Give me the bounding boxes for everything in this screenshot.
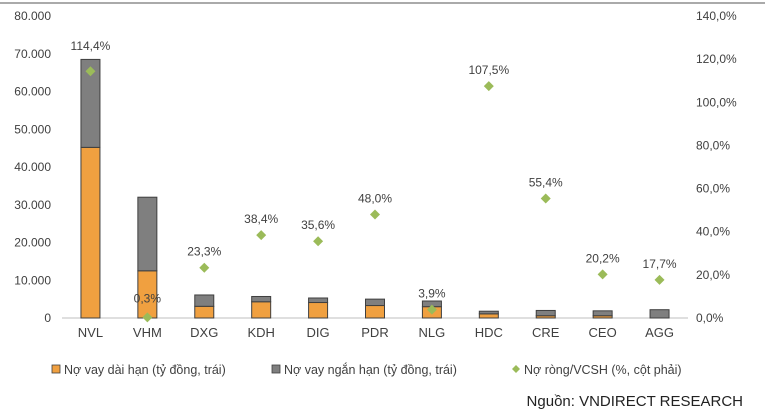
data-label: 23,3% <box>187 245 221 259</box>
right-axis-tick-label: 140,0% <box>696 9 737 23</box>
bar-long-term-debt <box>365 305 385 319</box>
right-axis-tick-label: 120,0% <box>696 52 737 66</box>
net-debt-equity-marker <box>142 312 153 323</box>
legend-swatch <box>51 364 61 374</box>
data-label: 17,7% <box>643 257 677 271</box>
net-debt-equity-marker <box>426 304 437 315</box>
data-label: 107,5% <box>468 63 509 77</box>
right-axis-tick-label: 100,0% <box>696 95 737 109</box>
category-label: DXG <box>190 325 218 340</box>
left-axis-tick-label: 10.000 <box>14 273 51 287</box>
category-label: DIG <box>307 325 330 340</box>
left-axis-tick-label: 60.000 <box>14 85 51 99</box>
bar-short-term-debt <box>365 298 385 307</box>
data-label: 3,9% <box>418 287 446 301</box>
bar-long-term-debt <box>478 313 499 319</box>
data-label: 114,4% <box>71 39 111 53</box>
net-debt-equity-marker <box>540 193 551 204</box>
left-axis-tick-label: 40.000 <box>14 160 51 174</box>
left-axis-tick-label: 20.000 <box>14 236 51 250</box>
data-label: 35,6% <box>301 218 335 232</box>
data-label: 20,2% <box>586 251 620 265</box>
net-debt-equity-marker <box>597 269 608 280</box>
category-label: VHM <box>133 325 162 340</box>
left-axis-tick-label: 80.000 <box>14 9 51 23</box>
legend-swatch <box>512 365 520 373</box>
category-label: KDH <box>247 325 274 340</box>
net-debt-equity-marker <box>85 66 96 77</box>
right-axis-tick-label: 40,0% <box>696 225 730 239</box>
net-debt-equity-marker <box>483 81 494 92</box>
data-label: 55,4% <box>529 175 563 189</box>
legend-label: Nợ vay ngắn hạn (tỷ đồng, trái) <box>284 362 457 377</box>
bar-long-term-debt <box>194 305 215 319</box>
data-label: 38,4% <box>244 212 278 226</box>
bar-short-term-debt <box>251 295 272 303</box>
bar-short-term-debt <box>592 310 613 317</box>
net-debt-equity-marker <box>199 262 210 273</box>
net-debt-equity-marker <box>370 209 380 220</box>
bar-long-term-debt <box>251 301 272 319</box>
right-axis-tick-label: 0,0% <box>696 311 724 325</box>
right-axis-tick-label: 80,0% <box>696 138 730 152</box>
category-label: NLG <box>419 325 446 340</box>
source-note: Nguồn: VNDIRECT RESEARCH <box>526 393 743 410</box>
right-axis-tick-label: 60,0% <box>696 182 730 196</box>
bar-short-term-debt <box>535 309 556 317</box>
bar-long-term-debt <box>80 146 101 319</box>
category-label: AGG <box>645 325 674 340</box>
net-debt-equity-marker <box>313 236 324 247</box>
net-debt-equity-marker <box>256 230 267 241</box>
bar-short-term-debt <box>80 58 101 148</box>
bar-short-term-debt <box>194 294 215 307</box>
net-debt-equity-marker <box>654 274 665 285</box>
left-axis-tick-label: 50.000 <box>14 122 51 136</box>
right-axis-tick-label: 20,0% <box>696 268 730 282</box>
category-label: PDR <box>361 325 388 340</box>
bar-short-term-debt <box>308 297 329 304</box>
data-label: 0,3% <box>134 291 162 305</box>
category-label: CRE <box>532 325 560 340</box>
legend-label: Nợ ròng/VCSH (%, cột phải) <box>524 363 682 377</box>
bar-short-term-debt <box>649 309 670 319</box>
bar-short-term-debt <box>137 196 158 272</box>
legend-swatch <box>271 364 281 374</box>
legend-label: Nợ vay dài hạn (tỷ đồng, trái) <box>64 363 226 377</box>
bar-short-term-debt <box>478 310 499 315</box>
category-label: HDC <box>475 325 503 340</box>
left-axis-tick-label: 0 <box>44 311 51 325</box>
left-axis-tick-label: 70.000 <box>14 47 51 61</box>
category-label: CEO <box>589 325 617 340</box>
left-axis-tick-label: 30.000 <box>14 198 51 212</box>
data-label: 48,0% <box>358 191 392 205</box>
category-label: NVL <box>78 325 103 340</box>
bar-long-term-debt <box>308 302 329 319</box>
